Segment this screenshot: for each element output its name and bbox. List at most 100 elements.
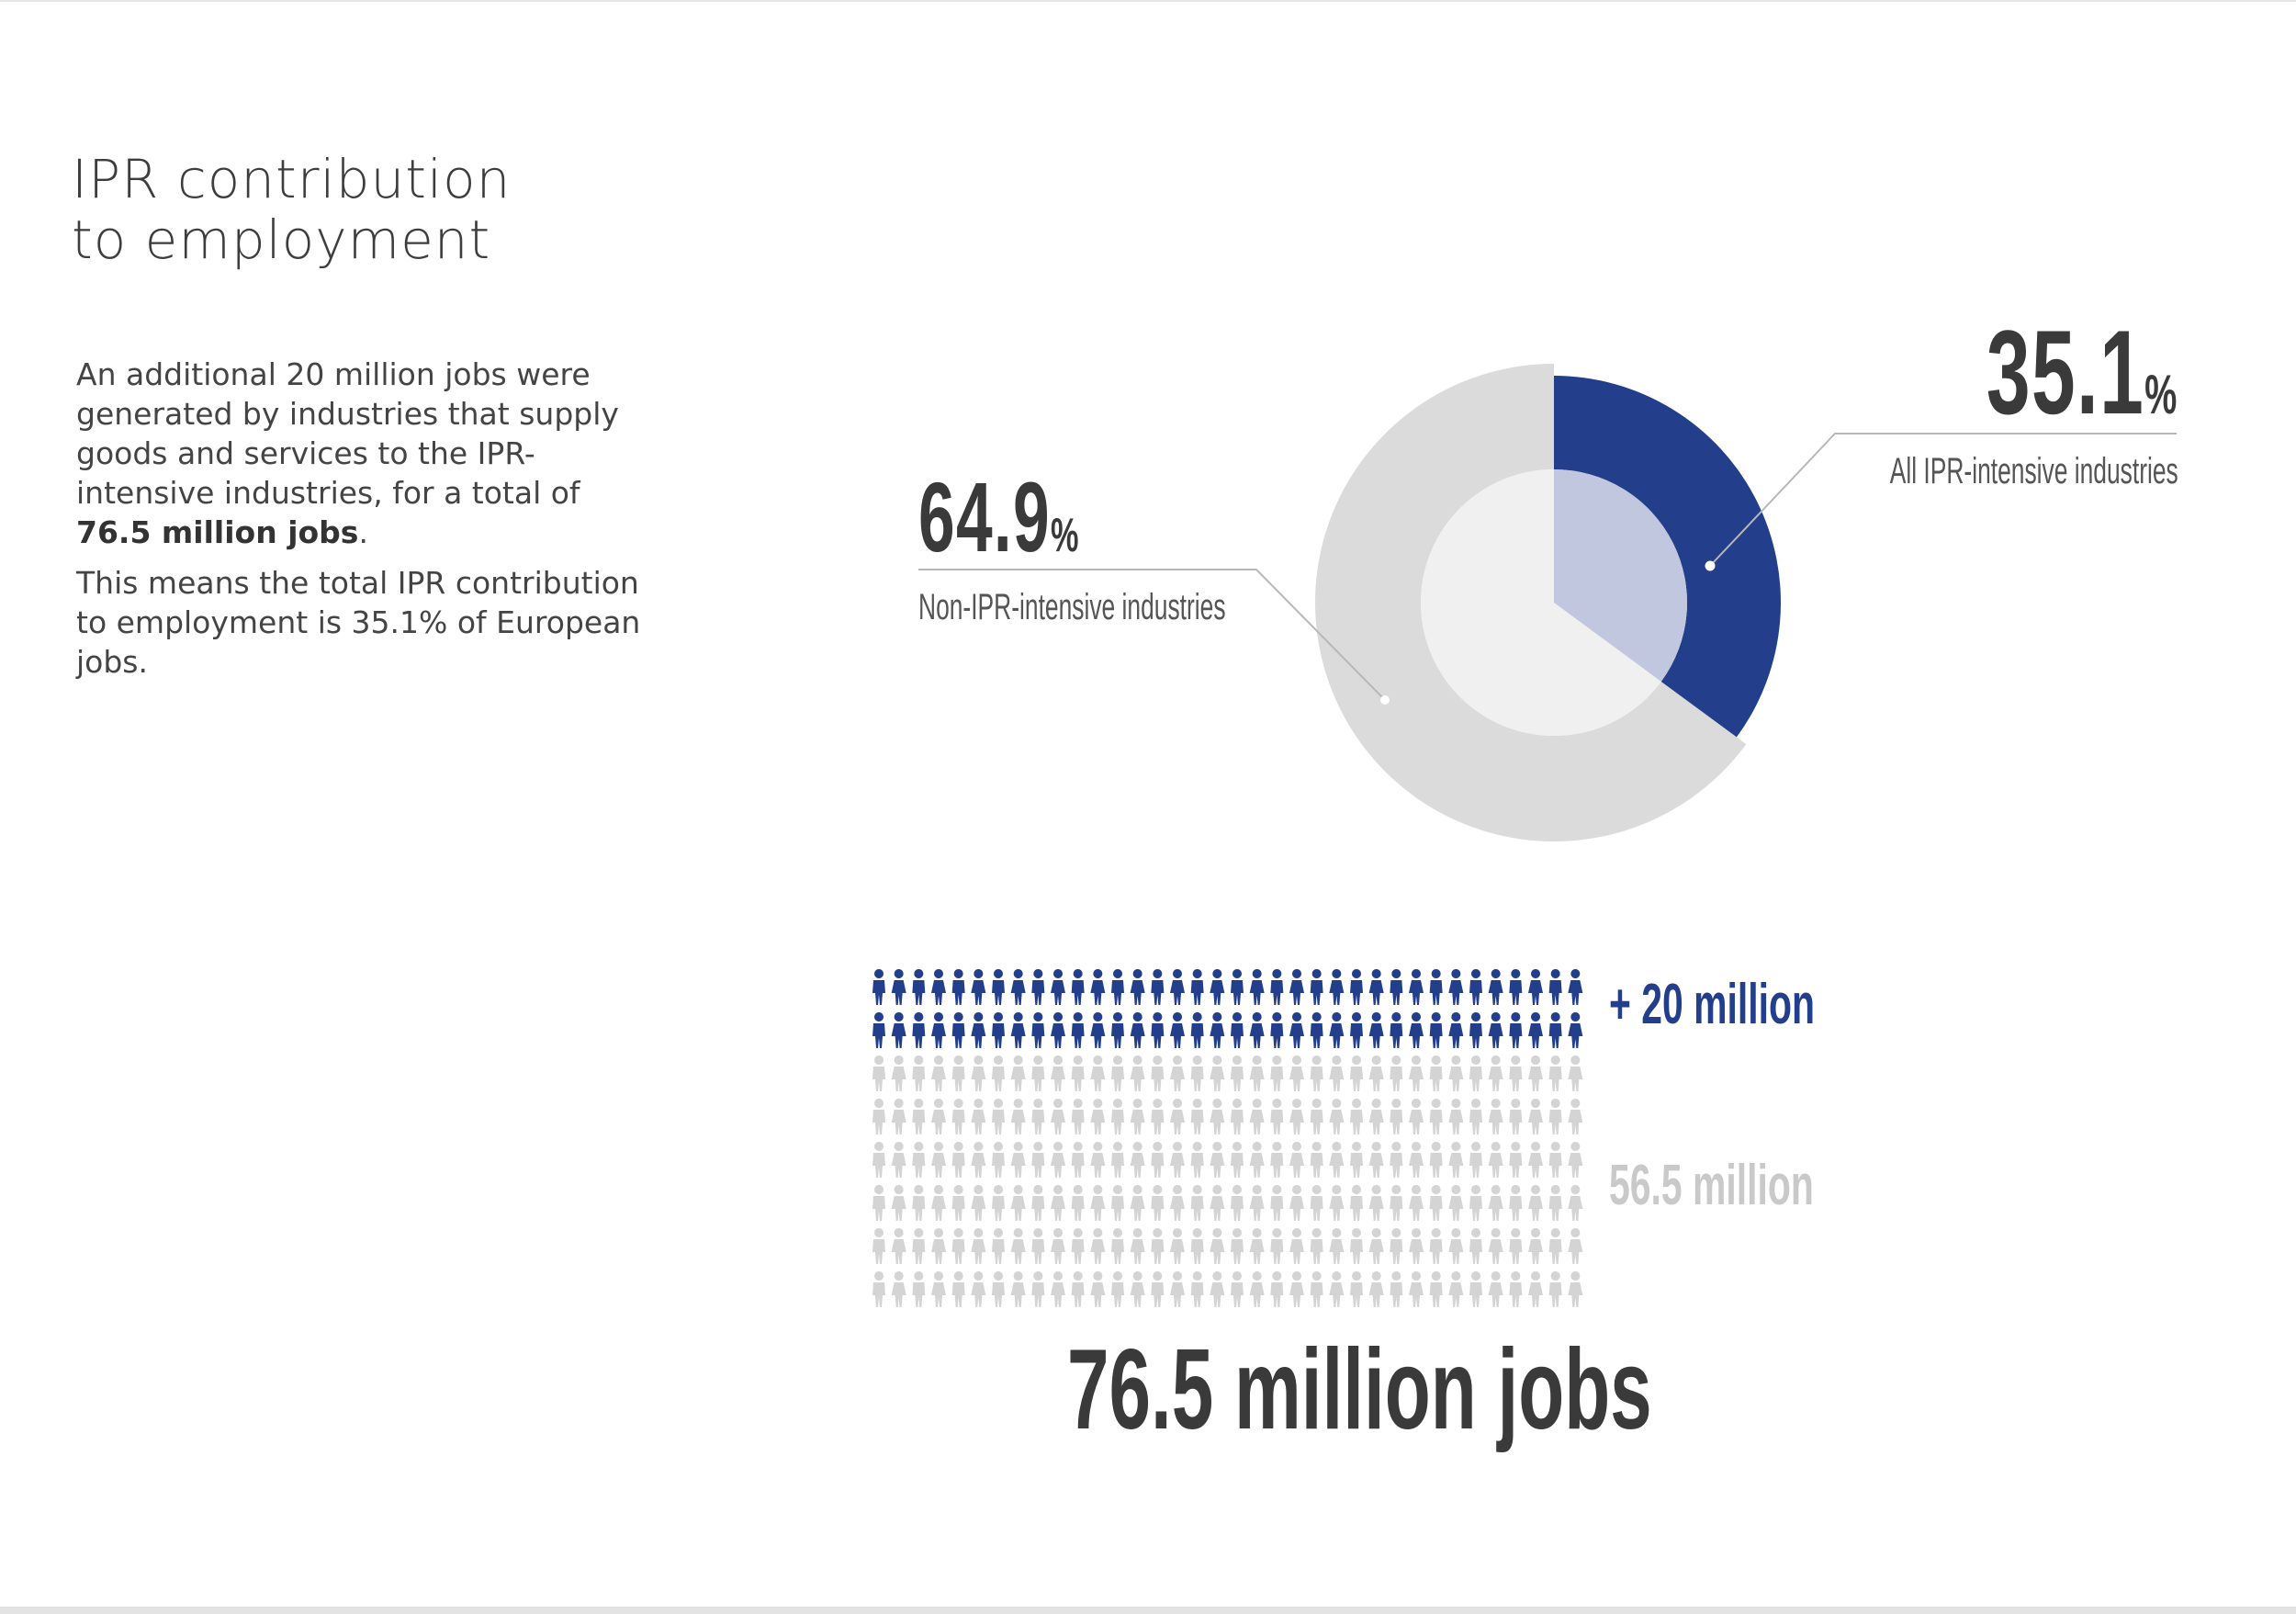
ipr-direct-jobs-person-icon (1190, 1142, 1204, 1178)
additional-jobs-label: + 20 million (1609, 972, 1920, 1037)
additional-jobs-person-icon (1249, 969, 1265, 1005)
ipr-direct-jobs-person-icon (1151, 1099, 1165, 1134)
ipr-direct-jobs-person-icon (1051, 1228, 1065, 1264)
non-ipr-share-number: 64.9 (918, 461, 1052, 572)
ipr-direct-jobs-row (872, 1099, 1583, 1134)
intro-text: An additional 20 million jobs were gener… (76, 355, 646, 693)
intro-paragraph-1: An additional 20 million jobs were gener… (76, 355, 646, 552)
ipr-direct-jobs-person-icon (1031, 1185, 1045, 1221)
ipr-direct-jobs-person-icon (1329, 1142, 1345, 1178)
non-ipr-share-unit: % (1051, 509, 1079, 562)
ipr-direct-jobs-person-icon (1329, 1271, 1345, 1307)
ipr-direct-jobs-person-icon (1548, 1228, 1562, 1264)
additional-jobs-person-icon (1548, 969, 1562, 1005)
ipr-direct-jobs-person-icon (912, 1055, 926, 1091)
ipr-direct-jobs-person-icon (971, 1228, 986, 1264)
ipr-direct-jobs-person-icon (1390, 1228, 1403, 1264)
additional-jobs-person-icon (1010, 969, 1026, 1005)
ipr-direct-jobs-person-icon (1170, 1185, 1185, 1221)
ipr-direct-jobs-person-icon (1051, 1055, 1065, 1091)
ipr-direct-jobs-person-icon (1111, 1099, 1124, 1134)
ipr-direct-jobs-person-icon (1528, 1099, 1543, 1134)
ipr-direct-jobs-person-icon (1528, 1228, 1543, 1264)
additional-jobs-person-icon (1429, 969, 1443, 1005)
ipr-direct-jobs-person-icon (1368, 1185, 1384, 1221)
ipr-direct-jobs-person-icon (912, 1185, 926, 1221)
ipr-direct-jobs-person-icon (891, 1055, 906, 1091)
ipr-share-value: 35.1% (1888, 303, 2177, 441)
ipr-direct-jobs-person-icon (1210, 1099, 1225, 1134)
ipr-direct-jobs-person-icon (1111, 1271, 1124, 1307)
ipr-direct-jobs-person-icon (912, 1142, 926, 1178)
ipr-direct-jobs-person-icon (951, 1185, 965, 1221)
additional-jobs-person-icon (1368, 969, 1384, 1005)
ipr-direct-jobs-person-icon (1548, 1099, 1562, 1134)
ipr-direct-jobs-person-icon (1010, 1228, 1026, 1264)
ipr-direct-jobs-person-icon (912, 1228, 926, 1264)
ipr-direct-jobs-person-icon (1509, 1228, 1523, 1264)
ipr-direct-jobs-label-text: 56.5 million (1609, 1154, 1814, 1217)
ipr-series-label: All IPR-intensive industries (1741, 450, 2178, 492)
ipr-direct-jobs-person-icon (1568, 1228, 1583, 1264)
ipr-direct-jobs-person-icon (872, 1185, 885, 1221)
ipr-direct-jobs-person-icon (951, 1099, 965, 1134)
ipr-direct-jobs-person-icon (1151, 1271, 1165, 1307)
additional-jobs-person-icon (1310, 969, 1323, 1005)
non-ipr-series-label-text: Non-IPR-intensive industries (918, 587, 1226, 627)
ipr-direct-jobs-person-icon (1350, 1099, 1363, 1134)
ipr-direct-jobs-person-icon (1051, 1271, 1065, 1307)
total-jobs-label-text: 76.5 million jobs (1067, 1326, 1652, 1453)
additional-jobs-person-icon (1289, 969, 1304, 1005)
ipr-direct-jobs-person-icon (1488, 1142, 1503, 1178)
ipr-direct-jobs-person-icon (1548, 1185, 1562, 1221)
ipr-direct-jobs-person-icon (1528, 1142, 1543, 1178)
additional-jobs-person-icon (931, 969, 946, 1005)
non-ipr-share-value: 64.9% (918, 459, 1161, 574)
additional-jobs-person-icon (1429, 1012, 1443, 1048)
ipr-direct-jobs-person-icon (992, 1185, 1005, 1221)
ipr-direct-jobs-row (872, 1271, 1583, 1307)
ipr-direct-jobs-person-icon (1310, 1142, 1323, 1178)
ipr-direct-jobs-person-icon (1310, 1099, 1323, 1134)
ipr-direct-jobs-person-icon (1151, 1055, 1165, 1091)
ipr-share-number: 35.1 (1986, 305, 2144, 439)
ipr-direct-jobs-person-icon (1469, 1099, 1482, 1134)
additional-jobs-person-icon (1448, 1012, 1464, 1048)
ipr-direct-jobs-person-icon (1170, 1099, 1185, 1134)
ipr-direct-jobs-person-icon (1368, 1142, 1384, 1178)
ipr-direct-jobs-person-icon (1448, 1099, 1464, 1134)
ipr-direct-jobs-person-icon (1289, 1099, 1304, 1134)
bottom-rule (0, 1607, 2296, 1614)
page-title-line-2: to employment (72, 209, 491, 271)
ipr-direct-jobs-person-icon (1429, 1271, 1443, 1307)
additional-jobs-person-icon (1548, 1012, 1562, 1048)
ipr-direct-jobs-person-icon (992, 1228, 1005, 1264)
ipr-direct-jobs-person-icon (1509, 1099, 1523, 1134)
ipr-direct-jobs-person-icon (1170, 1228, 1185, 1264)
ipr-direct-jobs-person-icon (1409, 1099, 1424, 1134)
ipr-direct-jobs-person-icon (1429, 1142, 1443, 1178)
ipr-direct-jobs-person-icon (1010, 1055, 1026, 1091)
additional-jobs-person-icon (1190, 1012, 1204, 1048)
additional-jobs-person-icon (1329, 969, 1345, 1005)
ipr-direct-jobs-row (872, 1185, 1583, 1221)
ipr-direct-jobs-person-icon (1270, 1228, 1284, 1264)
additional-jobs-person-icon (951, 969, 965, 1005)
additional-jobs-person-icon (1071, 969, 1085, 1005)
ipr-direct-jobs-person-icon (1429, 1228, 1443, 1264)
additional-jobs-person-icon (1090, 969, 1106, 1005)
ipr-direct-jobs-person-icon (1031, 1228, 1045, 1264)
additional-jobs-person-icon (1469, 969, 1482, 1005)
ipr-direct-jobs-person-icon (1249, 1228, 1265, 1264)
ipr-direct-jobs-person-icon (1051, 1099, 1065, 1134)
additional-jobs-person-icon (1231, 969, 1244, 1005)
additional-jobs-person-icon (1249, 1012, 1265, 1048)
ipr-direct-jobs-person-icon (1231, 1142, 1244, 1178)
ipr-direct-jobs-person-icon (1289, 1055, 1304, 1091)
ipr-direct-jobs-person-icon (1231, 1055, 1244, 1091)
ipr-direct-jobs-person-icon (891, 1271, 906, 1307)
ipr-direct-jobs-person-icon (1051, 1185, 1065, 1221)
ipr-direct-jobs-person-icon (1071, 1185, 1085, 1221)
additional-jobs-person-icon (1528, 969, 1543, 1005)
